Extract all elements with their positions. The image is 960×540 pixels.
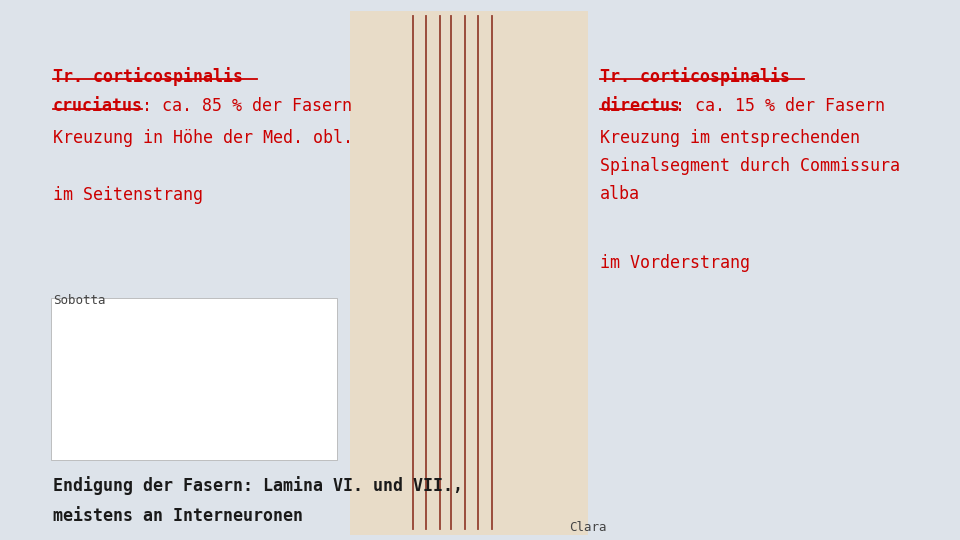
Bar xyxy=(350,11,588,535)
Text: Clara: Clara xyxy=(569,521,607,534)
Text: Spinalsegment durch Commissura: Spinalsegment durch Commissura xyxy=(600,157,900,174)
Bar xyxy=(51,298,337,460)
Text: directus: directus xyxy=(600,97,680,115)
Text: meistens an Interneuronen: meistens an Interneuronen xyxy=(53,507,302,524)
Text: Endigung der Fasern: Lamina VI. und VII.,: Endigung der Fasern: Lamina VI. und VII.… xyxy=(53,476,463,495)
Text: Sobotta: Sobotta xyxy=(53,294,106,307)
Text: im Vorderstrang: im Vorderstrang xyxy=(600,254,750,272)
Text: cruciatus: cruciatus xyxy=(53,97,143,115)
Text: Kreuzung in Höhe der Med. obl.: Kreuzung in Höhe der Med. obl. xyxy=(53,129,353,146)
Text: Tr. corticospinalis: Tr. corticospinalis xyxy=(600,68,790,86)
Text: alba: alba xyxy=(600,185,640,202)
Text: Tr. corticospinalis: Tr. corticospinalis xyxy=(53,68,243,86)
Text: Kreuzung im entsprechenden: Kreuzung im entsprechenden xyxy=(600,129,860,146)
Text: : ca. 15 % der Fasern: : ca. 15 % der Fasern xyxy=(675,97,885,115)
Text: im Seitenstrang: im Seitenstrang xyxy=(53,186,203,204)
Text: : ca. 85 % der Fasern: : ca. 85 % der Fasern xyxy=(142,97,352,115)
